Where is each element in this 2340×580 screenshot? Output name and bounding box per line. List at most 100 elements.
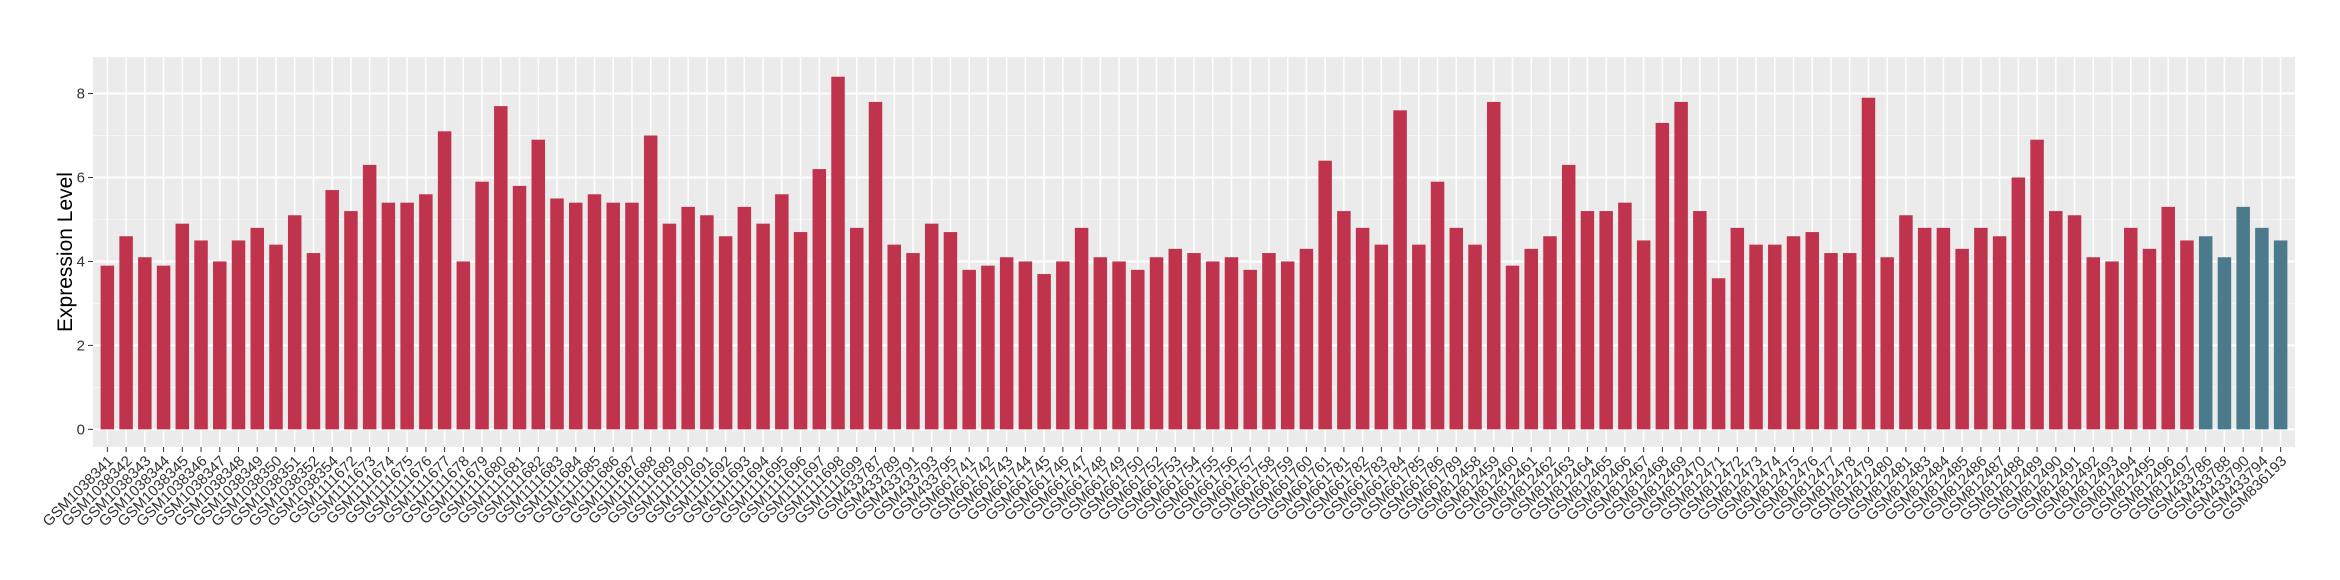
bar (1899, 215, 1913, 430)
bar (362, 164, 377, 430)
bar (2255, 227, 2269, 430)
bar (344, 211, 358, 430)
bar (2198, 236, 2213, 430)
bar (1393, 110, 1407, 430)
bar (1524, 248, 1538, 430)
bar (831, 76, 845, 430)
bar (606, 202, 620, 430)
bar (981, 265, 995, 430)
bar (1168, 248, 1183, 430)
bar (1280, 261, 1295, 430)
bar (1224, 257, 1239, 430)
bar (494, 106, 508, 430)
bar (550, 198, 564, 430)
bar (1056, 261, 1070, 430)
bar (531, 139, 546, 430)
bar (924, 223, 939, 430)
bar (1243, 269, 1257, 430)
bar (681, 206, 695, 430)
bar (1187, 253, 1201, 430)
bar (2161, 206, 2175, 430)
bar (1580, 211, 1595, 430)
bar (2273, 240, 2288, 430)
bar (1430, 181, 1445, 430)
bar (100, 265, 115, 430)
bar (1131, 269, 1145, 430)
y-axis-title: Expression Level (54, 172, 77, 332)
bar (2236, 206, 2250, 430)
bar (2180, 240, 2194, 430)
bar (1037, 274, 1051, 430)
bar (475, 181, 489, 430)
bar (943, 232, 958, 430)
bar (1299, 248, 1314, 430)
bar (156, 265, 171, 430)
bar (381, 202, 396, 430)
bar (1505, 265, 1520, 430)
bar (1318, 160, 1332, 430)
bar (1149, 257, 1164, 430)
bar (812, 169, 827, 430)
bar (1074, 227, 1089, 430)
bar (662, 223, 677, 430)
bar (2124, 227, 2138, 430)
bar (287, 215, 302, 430)
bar (1917, 227, 1932, 430)
bar (962, 269, 976, 430)
y-tick-label: 0 (77, 421, 85, 438)
bar (1992, 236, 2007, 430)
bar (737, 206, 752, 430)
bar (1974, 227, 1988, 430)
bar (175, 223, 190, 430)
y-tick-label: 6 (77, 169, 85, 186)
bar (1768, 244, 1782, 430)
bar (887, 244, 901, 430)
bar (1018, 261, 1033, 430)
bar (1449, 227, 1464, 430)
bar (868, 101, 883, 430)
bar (1824, 253, 1838, 430)
bar (1337, 211, 1351, 430)
bar (999, 257, 1014, 430)
bar (1468, 244, 1482, 430)
bar (138, 257, 152, 430)
bar (325, 190, 339, 430)
bar (906, 253, 920, 430)
bar (419, 194, 433, 430)
bar (2086, 257, 2101, 430)
bar (1112, 261, 1126, 430)
bar (119, 236, 133, 430)
bar (512, 185, 527, 430)
bar (1093, 257, 1108, 430)
bar (850, 227, 864, 430)
bar (718, 236, 733, 430)
bar (1842, 253, 1857, 430)
bar (756, 223, 770, 430)
bar (437, 131, 452, 430)
bar (775, 194, 789, 430)
bar (568, 202, 583, 430)
bar (1880, 257, 1894, 430)
bar (2067, 215, 2082, 430)
bar (1936, 227, 1951, 430)
bar (250, 227, 264, 430)
bar (231, 240, 246, 430)
bar (1711, 278, 1726, 430)
bar (1487, 101, 1501, 430)
bar (1861, 97, 1876, 430)
bar (2049, 211, 2063, 430)
bar (194, 240, 208, 430)
y-tick-label: 4 (77, 253, 85, 270)
bar (1561, 164, 1576, 430)
bar (1730, 227, 1745, 430)
bar (1655, 122, 1670, 430)
bar (1749, 244, 1763, 430)
bar (1636, 240, 1651, 430)
bar (2105, 261, 2119, 430)
bar (1543, 236, 1557, 430)
bar (587, 194, 602, 430)
bar (1355, 227, 1370, 430)
bar (643, 135, 658, 430)
bar (1955, 248, 1969, 430)
